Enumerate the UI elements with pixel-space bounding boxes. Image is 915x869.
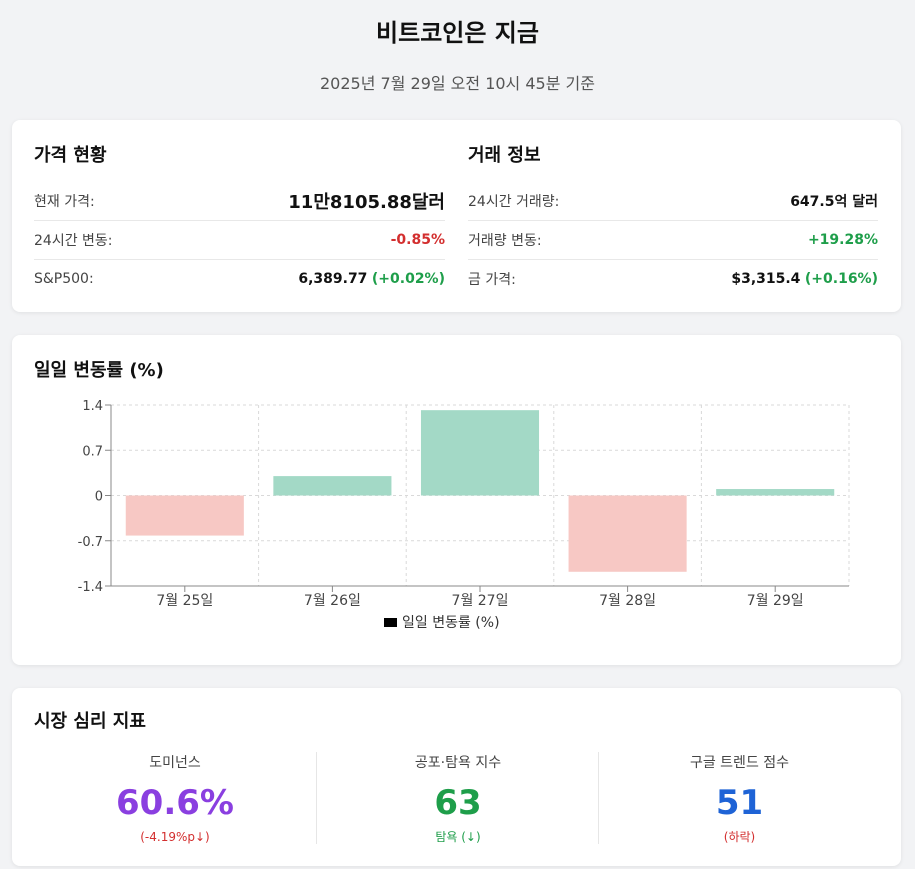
x-tick-label: 7월 29일 (747, 593, 804, 609)
sentiment-title: 시장 심리 지표 (34, 711, 146, 732)
volume-24h-label: 24시간 거래량: (468, 194, 560, 210)
daily-change-chart-card: 일일 변동률 (%) 1.4 0.7 0 -0.7 -1.4 7월 25일 7월 26일 7월… (12, 335, 901, 665)
sp500-change: (+0.02%) (371, 271, 445, 287)
y-tick-label: 1.4 (82, 399, 103, 414)
y-tick-label: 0 (95, 490, 103, 505)
gold-price-value: $3,315.4 (731, 271, 801, 287)
gold-value-group: $3,315.4 (+0.16%) (731, 271, 878, 287)
trade-row-volume-change: 거래량 변동: +19.28% (468, 221, 878, 260)
dominance-change: (-4.19%p↓) (140, 830, 210, 844)
price-section: 가격 현황 현재 가격: 11만8105.88달러 24시간 변동: -0.85… (34, 142, 445, 298)
x-tick-label: 7월 27일 (452, 593, 509, 609)
price-row-sp500: S&P500: 6,389.77 (+0.02%) (34, 260, 445, 298)
sp500-value: 6,389.77 (298, 271, 368, 287)
sp500-value-group: 6,389.77 (+0.02%) (298, 271, 445, 287)
bar (568, 495, 687, 572)
sentiment-card: 시장 심리 지표 도미넌스 60.6% (-4.19%p↓) 공포·탐욕 지수 … (12, 688, 901, 866)
google-trends-label: 구글 트렌드 점수 (689, 755, 790, 771)
price-row-current: 현재 가격: 11만8105.88달러 (34, 182, 445, 221)
legend-label: 일일 변동률 (%) (402, 615, 500, 631)
daily-change-bar-chart: 1.4 0.7 0 -0.7 -1.4 7월 25일 7월 26일 7월 27일 7월 28일 7… (78, 399, 850, 631)
chart-title: 일일 변동률 (%) (34, 360, 164, 381)
legend-swatch (384, 618, 397, 627)
page-subtitle: 2025년 7월 29일 오전 10시 45분 기준 (320, 74, 595, 93)
x-tick-label: 7월 26일 (304, 593, 361, 609)
google-trends-status: (하락) (723, 830, 756, 844)
change-24h-label: 24시간 변동: (34, 233, 113, 249)
fear-greed-status: 탐욕 (↓) (435, 830, 481, 844)
price-row-24h-change: 24시간 변동: -0.85% (34, 221, 445, 260)
trade-section: 거래 정보 24시간 거래량: 647.5억 달러 거래량 변동: +19.28… (468, 142, 878, 298)
x-tick-label: 7월 28일 (599, 593, 656, 609)
bar (716, 489, 835, 496)
dominance-label: 도미넌스 (149, 755, 201, 771)
sp500-label: S&P500: (34, 271, 94, 287)
volume-change-value: +19.28% (807, 232, 878, 248)
gold-price-change: (+0.16%) (804, 271, 878, 287)
gold-price-label: 금 가격: (468, 272, 516, 288)
bar (125, 495, 244, 536)
current-price-value: 11만8105.88달러 (288, 192, 445, 213)
market-info-card: 가격 현황 현재 가격: 11만8105.88달러 24시간 변동: -0.85… (12, 120, 901, 312)
dominance-value: 60.6% (116, 783, 234, 823)
fear-greed-value: 63 (434, 783, 482, 823)
metric-google-trends: 구글 트렌드 점수 51 (하락) (598, 752, 880, 844)
fear-greed-label: 공포·탐욕 지수 (414, 755, 502, 771)
volume-change-label: 거래량 변동: (468, 233, 542, 249)
bar (420, 410, 540, 496)
metric-dominance: 도미넌스 60.6% (-4.19%p↓) (34, 752, 316, 844)
google-trends-value: 51 (715, 783, 764, 823)
change-24h-value: -0.85% (390, 232, 445, 248)
trade-section-title: 거래 정보 (468, 145, 541, 166)
current-price-label: 현재 가격: (34, 194, 95, 210)
bar (273, 476, 392, 496)
y-tick-label: -1.4 (78, 580, 103, 595)
x-tick-label: 7월 25일 (156, 593, 213, 609)
price-section-title: 가격 현황 (34, 145, 107, 166)
trade-row-gold: 금 가격: $3,315.4 (+0.16%) (468, 260, 878, 298)
page-title: 비트코인은 지금 (376, 19, 539, 47)
y-tick-label: -0.7 (78, 535, 103, 550)
volume-24h-value: 647.5억 달러 (790, 194, 878, 210)
metric-fear-greed: 공포·탐욕 지수 63 탐욕 (↓) (316, 752, 599, 844)
y-tick-label: 0.7 (82, 444, 103, 459)
trade-row-volume: 24시간 거래량: 647.5억 달러 (468, 182, 878, 221)
